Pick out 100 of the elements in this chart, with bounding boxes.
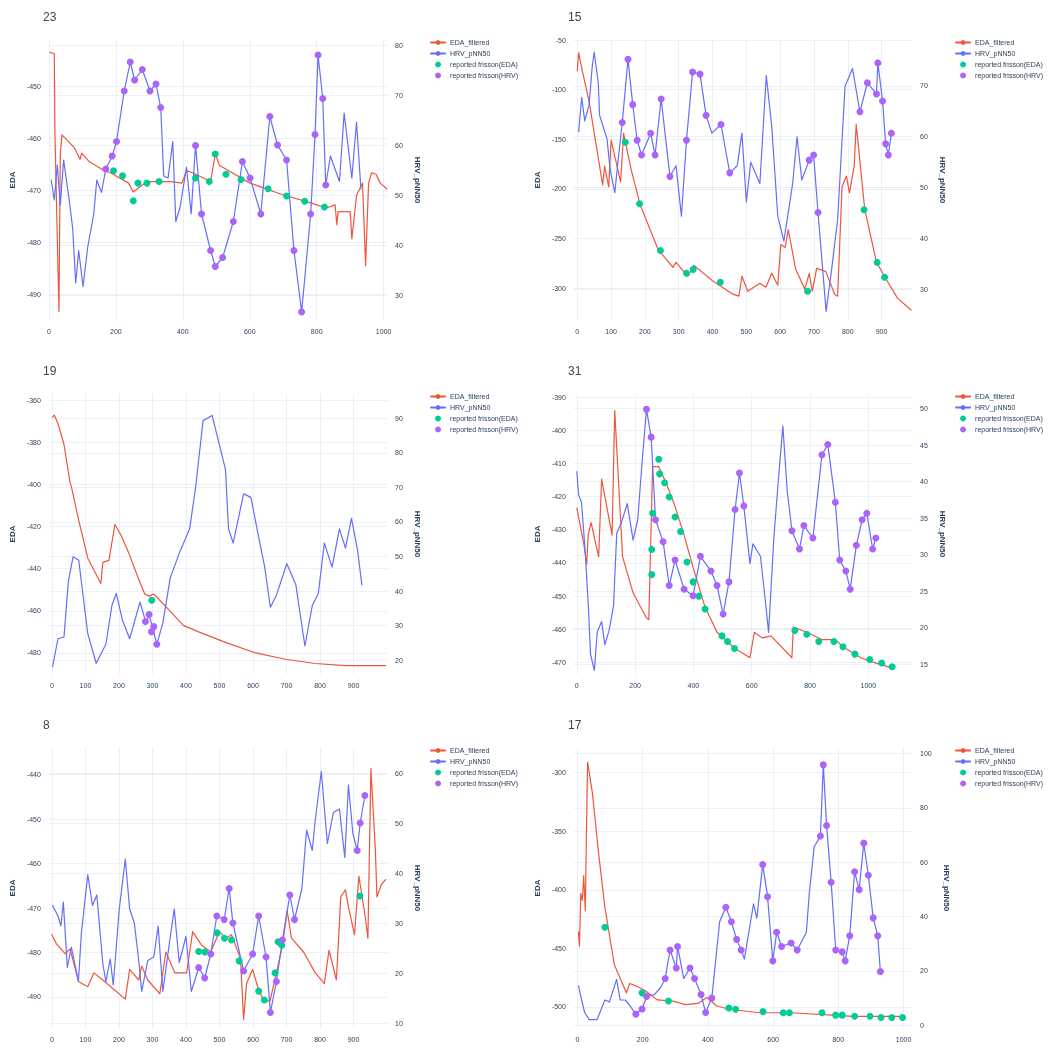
- point: [213, 912, 221, 920]
- point: [884, 151, 892, 159]
- point: [791, 627, 799, 635]
- point: [307, 210, 315, 218]
- point: [633, 136, 641, 144]
- point: [113, 138, 121, 145]
- point: [832, 946, 840, 954]
- point: [773, 928, 781, 936]
- point: [683, 136, 690, 144]
- point: [235, 957, 243, 965]
- point: [689, 592, 697, 600]
- point: [838, 1011, 846, 1019]
- chart-title: 23: [43, 10, 57, 24]
- point: [271, 969, 279, 977]
- y2-axis-title: HRV_pNN50: [413, 510, 423, 558]
- point: [708, 994, 716, 1002]
- point: [131, 76, 139, 84]
- point: [648, 545, 656, 553]
- point: [211, 263, 219, 270]
- point: [831, 498, 839, 506]
- point: [198, 210, 206, 218]
- point: [629, 101, 637, 109]
- point: [841, 957, 849, 965]
- point: [290, 247, 298, 254]
- point: [779, 1009, 787, 1017]
- point: [866, 1012, 874, 1020]
- point: [899, 1013, 907, 1021]
- point: [356, 819, 364, 827]
- point: [733, 935, 741, 943]
- y-axis-title: EDA: [7, 171, 17, 189]
- y2-axis-title: HRV_pNN50: [413, 156, 423, 204]
- point: [788, 527, 796, 535]
- point: [888, 663, 896, 671]
- point: [689, 68, 697, 76]
- point: [725, 1004, 733, 1012]
- point: [120, 87, 128, 95]
- y2-axis-title: HRV_pNN50: [413, 864, 423, 912]
- point: [876, 967, 884, 975]
- point: [846, 585, 854, 593]
- point: [624, 55, 632, 63]
- point: [882, 140, 890, 148]
- point: [108, 152, 116, 160]
- point: [683, 269, 690, 277]
- point: [621, 138, 629, 146]
- point: [201, 948, 209, 956]
- point: [647, 129, 655, 137]
- point: [642, 405, 650, 413]
- point: [257, 210, 265, 218]
- y2-axis-title: HRV_pNN50: [938, 510, 948, 558]
- point: [796, 545, 803, 553]
- point: [119, 172, 127, 180]
- point: [655, 455, 663, 463]
- chart-title: 8: [43, 718, 50, 732]
- point: [866, 655, 874, 663]
- point: [201, 974, 209, 982]
- point: [800, 522, 808, 530]
- point: [225, 885, 233, 892]
- point: [839, 643, 847, 651]
- point: [732, 1005, 740, 1013]
- point: [249, 950, 257, 958]
- point: [722, 903, 730, 911]
- point: [264, 185, 272, 193]
- point: [846, 932, 854, 940]
- point: [702, 1009, 710, 1016]
- point: [731, 644, 738, 652]
- point: [874, 59, 882, 67]
- point: [881, 273, 889, 281]
- point: [805, 156, 813, 164]
- chart-title: 19: [43, 364, 57, 378]
- point: [636, 200, 643, 208]
- point: [311, 131, 319, 138]
- point: [649, 509, 657, 517]
- point: [648, 571, 656, 579]
- point: [863, 509, 871, 517]
- point: [793, 946, 801, 954]
- point: [255, 987, 263, 995]
- point: [129, 197, 137, 205]
- point: [322, 181, 330, 189]
- point: [726, 169, 734, 177]
- point: [652, 516, 660, 524]
- point: [110, 167, 118, 175]
- point: [851, 1012, 859, 1020]
- point: [138, 66, 146, 73]
- point: [838, 948, 846, 956]
- chart-title: 15: [568, 10, 582, 24]
- point: [727, 918, 735, 926]
- point: [301, 197, 309, 205]
- point: [716, 278, 724, 286]
- point: [272, 978, 280, 985]
- point: [873, 90, 880, 98]
- point: [192, 174, 200, 182]
- point: [219, 254, 227, 261]
- y-axis-title: EDA: [7, 525, 17, 543]
- point: [677, 528, 685, 536]
- point: [856, 108, 864, 116]
- point: [696, 552, 704, 560]
- point: [229, 218, 237, 225]
- point: [205, 178, 213, 186]
- point: [255, 912, 263, 920]
- point: [638, 151, 646, 159]
